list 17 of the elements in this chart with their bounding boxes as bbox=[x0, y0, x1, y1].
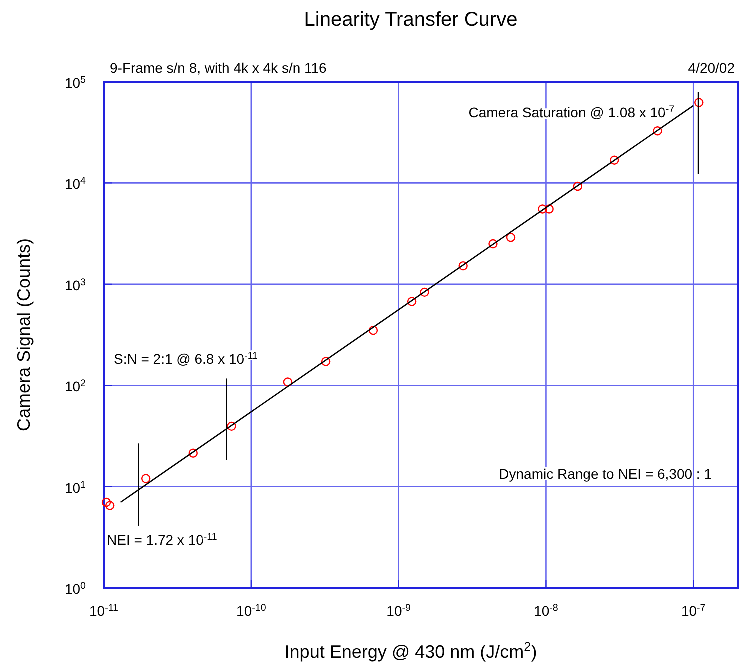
y-tick-label: 10$^{3}$ bbox=[64, 276, 87, 294]
y-tick-label: 10$^{2}$ bbox=[64, 378, 86, 395]
x-axis-title: Input Energy @ 430 nm (J/cm$^{2}$) bbox=[284, 640, 538, 662]
x-tick-label: 10$^{-11}$ bbox=[89, 602, 119, 619]
y-tick-label: 10$^{1}$ bbox=[64, 479, 86, 496]
y-axis-title: Camera Signal (Counts) bbox=[14, 238, 34, 432]
chart-subtitle: 9-Frame s/n 8, with 4k x 4k s/n 116 bbox=[110, 60, 328, 76]
annotation: NEI = 1.72 x 10$^{-11}$ bbox=[107, 532, 218, 548]
x-tick-label: 10$^{-9}$ bbox=[386, 602, 411, 619]
text: 4/20/02 bbox=[688, 60, 736, 76]
y-tick-label: 10$^{4}$ bbox=[64, 176, 87, 192]
x-tick-label: 10$^{-8}$ bbox=[534, 602, 559, 619]
y-tick-label: 10$^{0}$ bbox=[64, 580, 87, 597]
x-tick-label: 10$^{-10}$ bbox=[236, 602, 267, 619]
chart-title: Linearity Transfer Curve bbox=[304, 9, 518, 31]
x-tick-label: 10$^{-7}$ bbox=[681, 602, 706, 619]
y-tick-label: 10$^{5}$ bbox=[64, 74, 87, 91]
